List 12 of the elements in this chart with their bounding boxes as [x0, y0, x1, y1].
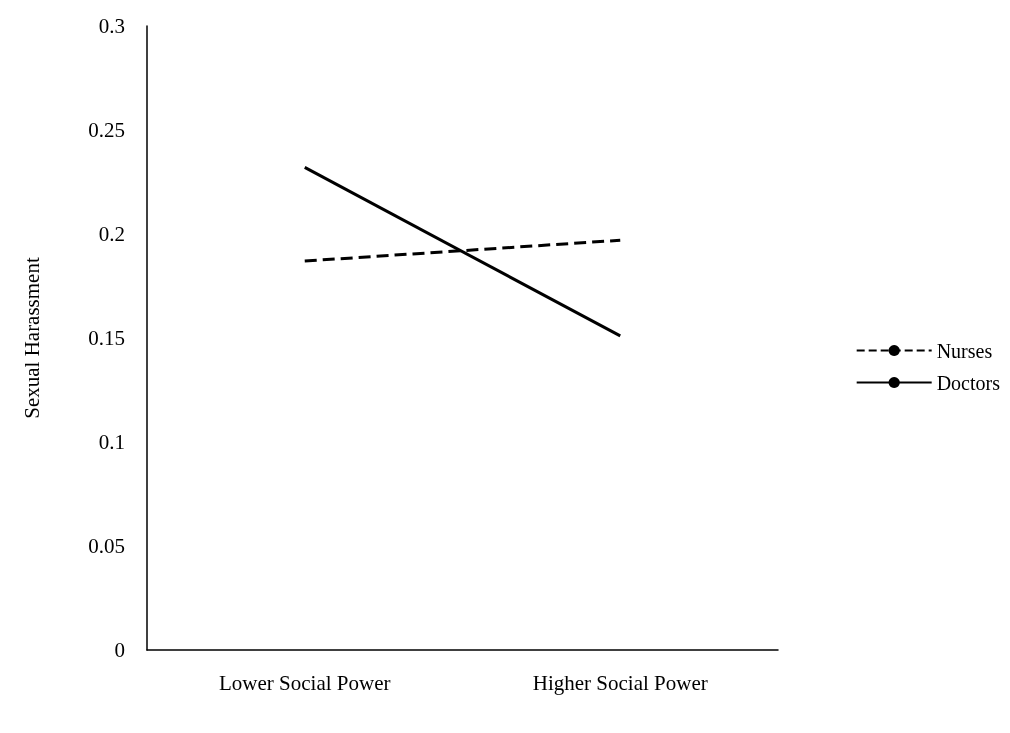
legend-label: Nurses [936, 339, 993, 362]
y-tick-label: 0.2 [98, 222, 125, 246]
y-axis-title: Sexual Harassment [19, 257, 44, 419]
y-tick-label: 0.05 [88, 534, 125, 558]
y-tick-label: 0.15 [88, 326, 125, 350]
y-tick-label: 0.25 [88, 118, 125, 142]
x-tick-label: Higher Social Power [532, 670, 708, 695]
y-tick-label: 0 [114, 638, 125, 662]
legend-label: Doctors [936, 371, 1001, 394]
x-tick-label: Lower Social Power [219, 670, 391, 695]
y-tick-label: 0.3 [98, 14, 125, 38]
y-tick-label: 0.1 [98, 430, 125, 454]
